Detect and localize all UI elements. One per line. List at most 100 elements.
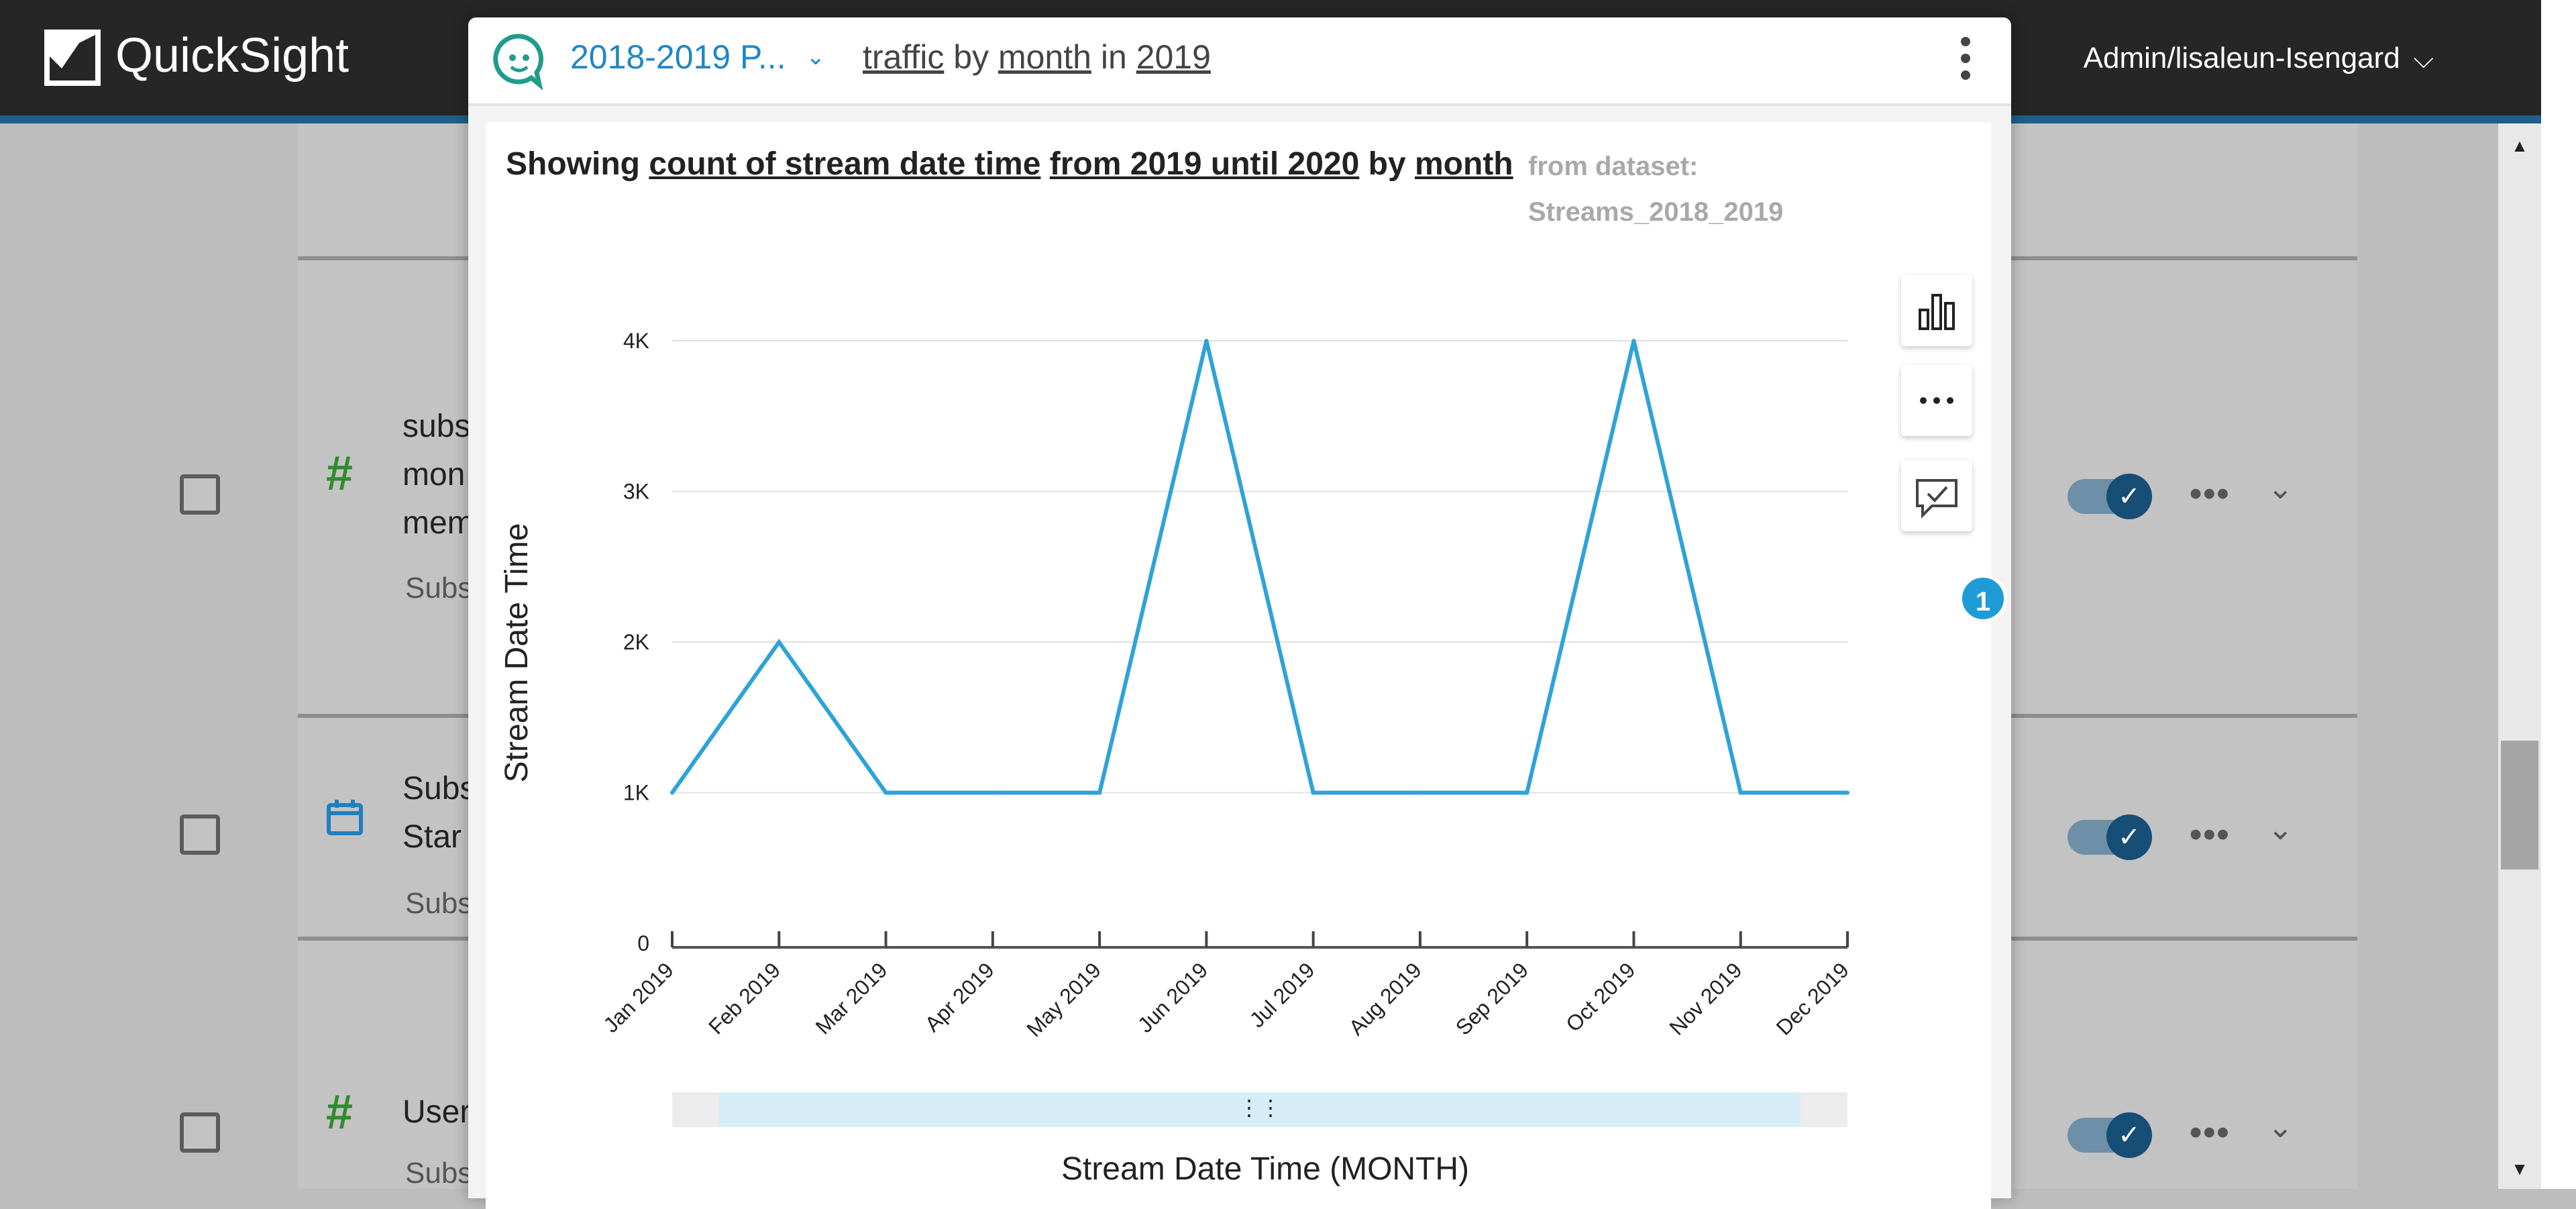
field-enabled-toggle[interactable]: ✓	[2068, 814, 2152, 860]
summary-range[interactable]: from 2019 until 2020	[1049, 146, 1360, 182]
summary-prefix: Showing	[506, 146, 640, 182]
x-tick-label: Nov 2019	[1664, 957, 1746, 1039]
field-enabled-toggle[interactable]: ✓	[2068, 474, 2152, 519]
more-actions-button[interactable]	[1901, 365, 1972, 436]
question-input[interactable]: traffic by month in 2019	[863, 38, 1211, 76]
range-slider: ⋮⋮	[672, 1092, 1847, 1127]
y-tick-label: 2K	[623, 630, 649, 654]
checkmark-icon: ✓	[2106, 814, 2152, 860]
data-point	[883, 790, 888, 795]
field-subtext: Subs	[405, 572, 473, 604]
change-visual-button[interactable]	[1901, 275, 1972, 346]
q-search-bar: 2018-2019 P... ⌄ traffic by month in 2019	[468, 17, 2011, 106]
data-point	[1204, 339, 1209, 343]
y-tick-label: 1K	[623, 781, 649, 805]
user-name: Admin/lisaleun-Isengard	[2083, 42, 2400, 74]
summary-by: by	[1368, 146, 1406, 182]
field-enabled-toggle[interactable]: ✓	[2068, 1112, 2152, 1158]
x-tick-label: Jul 2019	[1245, 957, 1320, 1032]
quicksight-logo-icon[interactable]	[44, 30, 101, 86]
row-checkbox[interactable]	[180, 1112, 220, 1153]
data-point	[1525, 790, 1529, 795]
q-answer-modal: 2018-2019 P... ⌄ traffic by month in 2019…	[468, 17, 2011, 1209]
query-in: in	[1100, 38, 1127, 76]
dataset-name: Streams_2018_2019	[1528, 197, 1784, 227]
numeric-type-icon: #	[326, 1086, 354, 1139]
more-options-icon[interactable]: •••	[2190, 1113, 2231, 1152]
x-tick-label: Aug 2019	[1344, 957, 1426, 1039]
feedback-button[interactable]	[1901, 460, 1972, 531]
field-name: User	[402, 1094, 471, 1130]
data-point	[1845, 790, 1849, 795]
series-line	[670, 340, 1847, 795]
data-point	[1311, 790, 1316, 795]
y-tick-label: 4K	[623, 329, 649, 353]
feedback-count-badge: 1	[1959, 574, 2007, 623]
checkmark-icon: ✓	[2106, 474, 2152, 519]
more-options-icon[interactable]: •••	[2190, 815, 2231, 854]
expand-chevron-icon[interactable]: ⌄	[2267, 1109, 2294, 1144]
x-tick-label: May 2019	[1022, 957, 1106, 1041]
numeric-type-icon: #	[326, 447, 354, 501]
row-checkbox[interactable]	[180, 814, 220, 855]
x-tick-label: Feb 2019	[704, 957, 785, 1039]
chevron-down-icon: ⌄	[806, 44, 826, 70]
field-name: subs mon mem	[402, 409, 474, 541]
query-measure[interactable]: traffic	[863, 38, 945, 76]
user-menu[interactable]: Admin/lisaleun-Isengard ⌵	[2084, 42, 2434, 75]
x-tick-label: Dec 2019	[1772, 957, 1854, 1039]
data-point	[1631, 339, 1636, 343]
summary-measure[interactable]: count of stream date time	[649, 146, 1041, 182]
q-bubble-icon	[493, 34, 543, 90]
more-icon	[1920, 397, 1953, 404]
topic-selector[interactable]: 2018-2019 P... ⌄	[570, 38, 825, 76]
scrollbar-thumb[interactable]	[2501, 741, 2538, 870]
data-point	[1417, 790, 1422, 795]
expand-chevron-icon[interactable]: ⌄	[2267, 811, 2294, 846]
range-slider-right-handle[interactable]	[1801, 1092, 1847, 1127]
x-tick-label: Apr 2019	[920, 957, 998, 1036]
data-point	[670, 790, 674, 795]
expand-chevron-icon[interactable]: ⌄	[2267, 470, 2294, 505]
field-name: Subs Star	[402, 771, 476, 855]
x-axis-title: Stream Date Time (MONTH)	[1061, 1151, 1469, 1187]
answer-summary: Showing count of stream date time from 2…	[506, 141, 1539, 188]
field-subtext: Subs	[405, 887, 473, 920]
query-by: by	[953, 38, 989, 76]
answer-card: Showing count of stream date time from 2…	[486, 122, 2007, 1209]
range-grip-icon[interactable]: ⋮⋮	[1238, 1096, 1281, 1120]
y-axis-title: Stream Date Time	[499, 523, 535, 783]
checkmark-icon: ✓	[2106, 1112, 2152, 1158]
dataset-info: from dataset: Streams_2018_2019	[1528, 144, 1783, 235]
y-tick-label: 0	[637, 931, 649, 955]
data-point	[990, 790, 995, 795]
data-point	[777, 640, 782, 644]
data-point	[1738, 790, 1743, 795]
x-tick-label: Mar 2019	[810, 957, 892, 1039]
x-tick-label: Jun 2019	[1133, 957, 1213, 1037]
app-name[interactable]: QuickSight	[115, 29, 350, 83]
chevron-down-icon: ⌵	[2413, 44, 2434, 74]
scroll-up-arrow-icon[interactable]: ▲	[2511, 136, 2528, 156]
row-checkbox[interactable]	[180, 474, 220, 515]
x-tick-label: Oct 2019	[1561, 957, 1640, 1036]
line-chart: 0 1K 2K 3K 4K Jan 2019 Feb 2019 Mar 2019 Apr 201…	[499, 329, 1854, 1187]
more-options-icon[interactable]: •••	[2190, 474, 2231, 513]
kebab-menu-icon[interactable]	[1957, 35, 1974, 82]
summary-dimension[interactable]: month	[1415, 146, 1513, 182]
range-slider-selection[interactable]	[719, 1092, 1801, 1127]
x-tick-label: Jan 2019	[598, 957, 678, 1037]
x-tick-label: Sep 2019	[1451, 957, 1533, 1039]
window-edge	[2541, 0, 2576, 1189]
feedback-icon	[1916, 479, 1957, 519]
query-period[interactable]: 2019	[1136, 38, 1211, 76]
dataset-label: from dataset:	[1528, 152, 1699, 181]
range-slider-left-handle[interactable]	[672, 1092, 719, 1127]
page-scrollbar[interactable]: ▲ ▼	[2498, 123, 2541, 1189]
topic-name: 2018-2019 P...	[570, 38, 786, 76]
y-tick-label: 3K	[623, 480, 649, 504]
bar-chart-icon	[1919, 294, 1955, 330]
query-dimension[interactable]: month	[998, 38, 1091, 76]
data-point	[1097, 790, 1102, 795]
scroll-down-arrow-icon[interactable]: ▼	[2511, 1159, 2528, 1179]
